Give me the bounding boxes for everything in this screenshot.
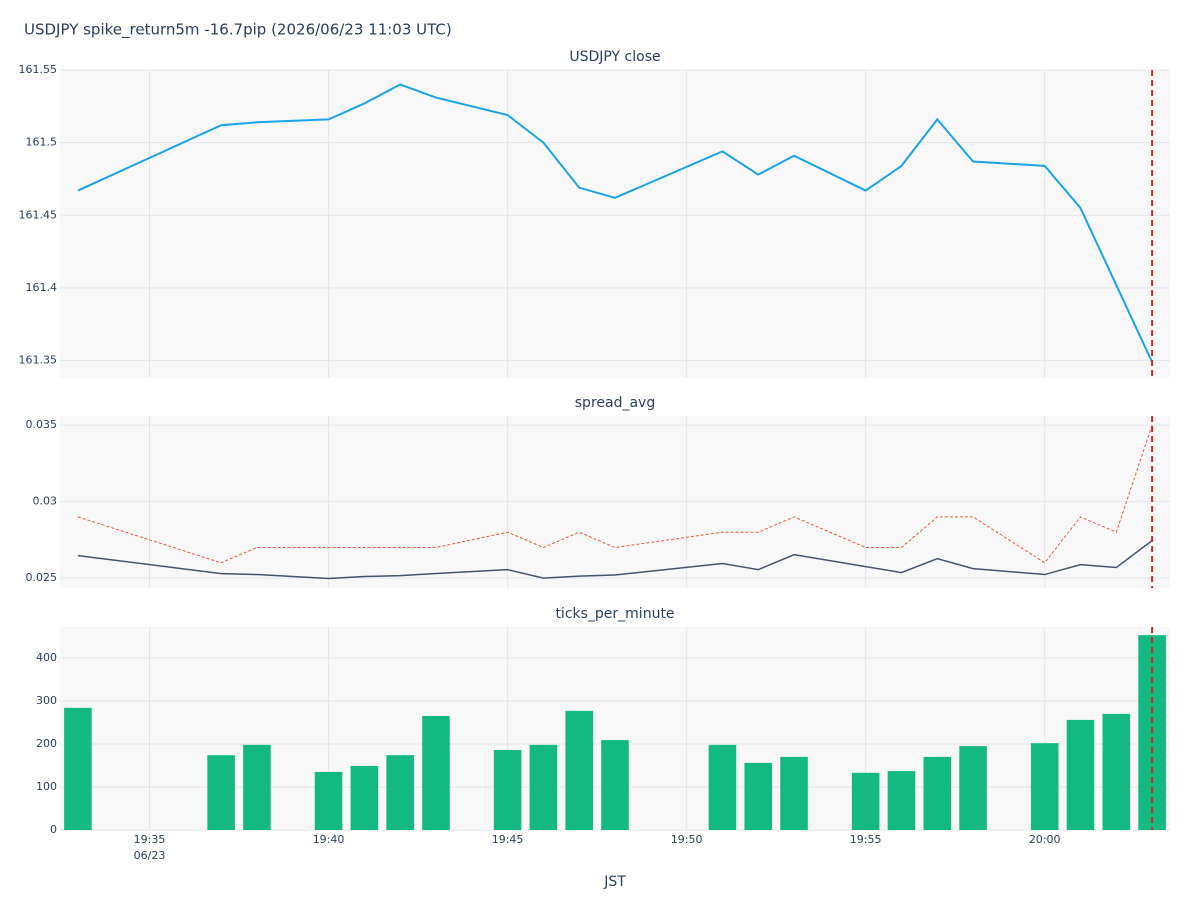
x-axis-title: JST (603, 874, 626, 890)
subplot-title: ticks_per_minute (555, 606, 674, 622)
plot-area (60, 70, 1170, 378)
y-tick-label: 100 (36, 780, 57, 793)
y-tick-label: 161.55 (19, 63, 58, 76)
bar (923, 756, 952, 830)
x-tick-label: 19:40 (313, 833, 345, 846)
bar (1102, 713, 1131, 830)
y-tick-label: 0.035 (26, 418, 58, 431)
x-tick-label: 19:35 (134, 833, 166, 846)
bar (422, 716, 450, 830)
bar (207, 755, 235, 830)
bar (1030, 743, 1059, 830)
y-tick-label: 400 (36, 651, 57, 664)
x-tick-label: 20:00 (1029, 833, 1061, 846)
bar (1066, 719, 1095, 830)
subplot-title: USDJPY close (569, 49, 660, 65)
y-tick-label: 161.35 (19, 354, 58, 367)
bar (959, 746, 987, 830)
x-tick-label: 19:45 (492, 833, 524, 846)
y-tick-label: 0.03 (33, 495, 58, 508)
bar (493, 750, 522, 830)
page-title: USDJPY spike_return5m -16.7pip (2026/06/… (24, 21, 452, 40)
bar (780, 756, 808, 830)
subplot-title: spread_avg (575, 395, 655, 411)
y-tick-label: 161.45 (19, 208, 58, 221)
line-series (77, 540, 1153, 580)
bar (887, 771, 916, 830)
y-tick-label: 200 (36, 737, 57, 750)
line-series (77, 83, 1154, 363)
y-tick-label: 0.025 (26, 571, 58, 584)
bar (64, 707, 92, 830)
x-date-label: 06/23 (134, 849, 166, 862)
bar (565, 710, 593, 830)
y-tick-label: 0 (50, 823, 57, 836)
bar (708, 744, 737, 830)
bar (386, 755, 414, 830)
bar (744, 762, 773, 830)
y-tick-label: 161.5 (26, 136, 58, 149)
line-series (77, 425, 1153, 564)
bar (851, 772, 880, 830)
x-tick-label: 19:50 (671, 833, 703, 846)
bar (601, 740, 629, 830)
y-tick-label: 300 (36, 694, 57, 707)
x-tick-label: 19:55 (850, 833, 882, 846)
y-tick-label: 161.4 (26, 281, 58, 294)
bar (350, 765, 379, 830)
bar (529, 744, 558, 830)
bar (243, 744, 271, 830)
bar (314, 771, 343, 830)
